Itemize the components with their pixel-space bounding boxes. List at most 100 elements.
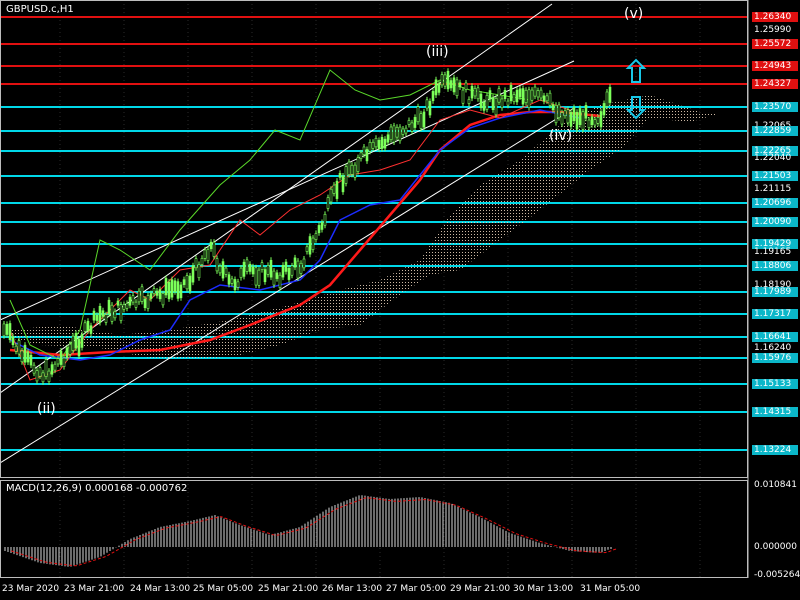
candle-body — [563, 110, 567, 117]
candle-body — [524, 89, 528, 103]
candle-body — [296, 260, 300, 279]
candle-body — [269, 259, 273, 278]
candle-body — [254, 267, 258, 286]
candle-body — [128, 296, 132, 306]
price-label: 1.14315 — [752, 407, 798, 417]
candle-body — [119, 304, 123, 321]
candle-body — [581, 111, 585, 130]
candle-body — [32, 364, 36, 374]
candle-body — [26, 351, 30, 363]
candle-body — [227, 274, 231, 285]
candle-body — [452, 77, 456, 93]
candle-body — [179, 284, 183, 299]
candle-body — [263, 269, 267, 283]
candle-body — [311, 237, 315, 250]
candle-body — [557, 104, 561, 119]
candle-body — [245, 259, 249, 272]
candle-body — [572, 107, 576, 122]
price-label: 1.16240 — [754, 343, 792, 353]
candle-body — [197, 264, 201, 279]
candle-body — [80, 334, 84, 348]
candle-body — [470, 85, 474, 99]
candle-body — [575, 111, 579, 130]
candle-body — [371, 141, 375, 149]
candle-body — [95, 314, 99, 321]
arrow-down-icon — [625, 96, 647, 120]
candle-body — [59, 350, 63, 365]
candle-body — [428, 101, 432, 116]
candle-body — [206, 249, 210, 261]
candle-body — [200, 257, 204, 265]
candle-body — [65, 347, 69, 359]
candle-body — [326, 197, 330, 209]
candle-body — [125, 303, 129, 309]
candle-body — [221, 261, 225, 279]
candle-body — [302, 258, 306, 269]
candle-body — [338, 173, 342, 178]
time-label: 23 Mar 21:00 — [64, 584, 125, 594]
candle-body — [491, 97, 495, 110]
price-label: 1.19429 — [752, 239, 798, 249]
candle-body — [242, 261, 246, 277]
candle-body — [608, 86, 612, 103]
candle-body — [230, 278, 234, 284]
candle-body — [590, 116, 594, 126]
candle-body — [17, 340, 21, 355]
candle-body — [431, 91, 435, 102]
candle-body — [62, 357, 66, 367]
candle-body — [110, 304, 114, 322]
price-label: 1.17317 — [752, 309, 798, 319]
macd-label: MACD(12,26,9) 0.000168 -0.000762 — [6, 483, 188, 494]
candle-body — [587, 119, 591, 129]
ichimoku-cloud — [10, 95, 715, 360]
candle-body — [497, 88, 501, 103]
candle-body — [464, 82, 468, 90]
candle-body — [380, 137, 384, 149]
candle-body — [425, 99, 429, 109]
candle-body — [398, 126, 402, 142]
candle-body — [422, 111, 426, 128]
candle-body — [356, 157, 360, 172]
candle-body — [593, 119, 597, 126]
candle-body — [389, 126, 393, 140]
candle-body — [341, 175, 345, 193]
candle-body — [185, 275, 189, 290]
candle-body — [350, 164, 354, 175]
candle-body — [545, 95, 549, 102]
candle-body — [92, 310, 96, 321]
cloud-area — [10, 95, 715, 360]
candle-body — [542, 95, 546, 102]
candle-body — [479, 93, 483, 109]
candle-body — [203, 249, 207, 259]
wave-label-iii: (iii) — [426, 44, 449, 60]
candle-body — [323, 214, 327, 226]
candle-body — [215, 258, 219, 272]
candle-body — [152, 288, 156, 294]
price-label: 1.21503 — [752, 171, 798, 181]
candle-body — [584, 104, 588, 119]
candle-body — [329, 188, 333, 203]
candle-body — [353, 164, 357, 178]
candle-body — [347, 161, 351, 175]
candle-body — [443, 74, 447, 87]
candle-body — [2, 323, 6, 337]
candle-body — [290, 265, 294, 276]
candle-body — [536, 90, 540, 98]
candle-body — [101, 310, 105, 317]
candle-body — [512, 94, 516, 102]
candle-body — [131, 295, 135, 303]
price-label: 1.15133 — [752, 379, 798, 389]
candle-body — [377, 140, 381, 150]
candle-body — [77, 338, 81, 357]
candle-body — [212, 241, 216, 257]
candle-body — [173, 280, 177, 293]
candle-body — [29, 354, 33, 366]
candle-body — [266, 265, 270, 275]
candle-body — [299, 262, 303, 274]
candle-body — [236, 281, 240, 288]
price-label: 1.13224 — [752, 445, 798, 455]
wave-label-ii: (ii) — [37, 401, 56, 417]
candle-body — [317, 225, 321, 234]
candle-body — [476, 87, 480, 100]
